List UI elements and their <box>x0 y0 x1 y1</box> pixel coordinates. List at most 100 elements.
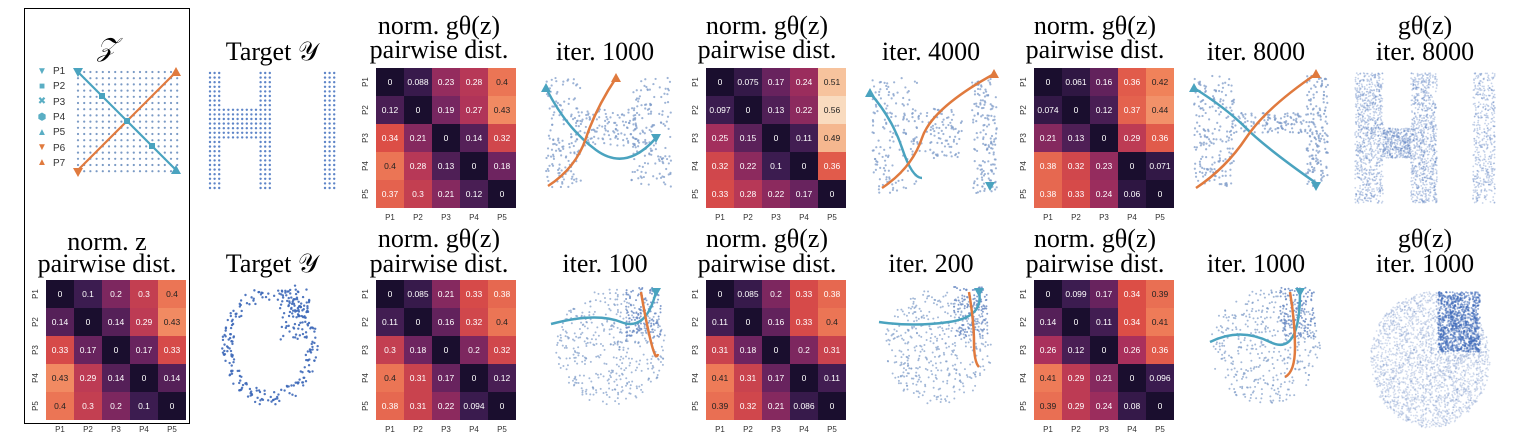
scatter-point <box>1402 146 1405 148</box>
scatter-point <box>101 120 104 123</box>
scatter-point <box>1370 192 1373 195</box>
scatter-point <box>277 393 280 396</box>
scatter-point <box>1208 144 1211 147</box>
scatter-point <box>1403 152 1405 155</box>
heatmap-value: 0.32 <box>712 161 729 171</box>
scatter-point <box>1424 73 1427 76</box>
scatter-point <box>1373 133 1376 135</box>
scatter-point <box>1359 187 1361 190</box>
scatter-point <box>1361 120 1363 123</box>
scatter-point <box>558 114 561 117</box>
scatter-point <box>232 382 235 385</box>
scatter-point <box>1241 113 1244 117</box>
scatter-point <box>1412 124 1415 126</box>
scatter-point <box>1319 159 1322 163</box>
scatter-point <box>1261 131 1264 134</box>
scatter-point <box>1374 76 1377 78</box>
marker-icon <box>99 93 105 99</box>
scatter-point <box>635 97 639 100</box>
scatter-point <box>1492 125 1495 127</box>
scatter-point <box>573 116 577 120</box>
scatter-point <box>1479 103 1482 106</box>
scatter-point <box>1403 146 1406 149</box>
scatter-point <box>1378 189 1381 192</box>
scatter-point <box>1365 93 1368 96</box>
scatter-point <box>1421 73 1423 76</box>
scatter-point <box>1473 72 1476 75</box>
scatter-point <box>888 139 891 142</box>
scatter-point <box>1399 155 1402 158</box>
scatter-point <box>1404 127 1407 130</box>
heatmap-cell <box>790 68 818 96</box>
scatter-point <box>120 108 123 111</box>
scatter-point <box>145 145 148 148</box>
scatter-point <box>1387 138 1389 140</box>
scatter-point <box>245 122 248 125</box>
scatter-point <box>328 177 331 180</box>
scatter-point <box>323 145 327 148</box>
scatter-point <box>1404 141 1407 143</box>
scatter-point <box>1379 189 1382 192</box>
scatter-point <box>554 149 558 152</box>
scatter-point <box>1394 138 1397 141</box>
scatter-point <box>1479 140 1481 143</box>
scatter-point <box>1407 156 1409 158</box>
scatter-point <box>1365 102 1367 104</box>
scatter-point <box>913 120 916 123</box>
scatter-point <box>1484 181 1487 184</box>
scatter-point <box>1367 136 1370 139</box>
scatter-point <box>1369 83 1371 86</box>
scatter-point <box>1403 129 1406 132</box>
scatter-point <box>1473 191 1476 194</box>
scatter-point <box>266 399 270 402</box>
scatter-point <box>313 341 316 345</box>
scatter-point <box>1412 158 1415 161</box>
heatmap-cell <box>460 152 488 180</box>
scatter-point <box>1365 148 1368 151</box>
scatter-point <box>1425 183 1428 186</box>
scatter-point <box>1475 185 1478 188</box>
scatter-point <box>1276 127 1279 130</box>
scatter-point <box>575 180 578 183</box>
scatter-point <box>89 139 92 142</box>
scatter-point <box>1410 141 1413 144</box>
scatter-point <box>163 163 166 167</box>
scatter-point <box>1410 135 1412 138</box>
scatter-point <box>611 111 614 115</box>
scatter-point <box>1379 183 1381 186</box>
scatter-point <box>1429 143 1431 146</box>
scatter-point <box>1426 116 1428 118</box>
scatter-point <box>213 90 216 93</box>
scatter-point <box>1214 109 1217 113</box>
scatter-point <box>1363 105 1366 108</box>
scatter-point <box>1373 117 1376 120</box>
scatter-point <box>1487 74 1490 77</box>
scatter-point <box>1414 120 1416 123</box>
scatter-point <box>1483 85 1485 88</box>
scatter-point <box>1386 129 1389 132</box>
scatter-point <box>1416 136 1419 139</box>
scatter-point <box>1425 160 1428 162</box>
scatter-point <box>176 108 179 111</box>
scatter-point <box>973 102 976 106</box>
scatter-point <box>268 81 271 84</box>
scatter-point <box>1357 109 1359 112</box>
scatter-point <box>1386 139 1389 142</box>
scatter-point <box>1491 77 1494 80</box>
scatter-point <box>1319 118 1322 121</box>
scatter-point <box>1370 77 1372 80</box>
scatter-point <box>1474 178 1477 180</box>
scatter-point <box>1484 108 1487 111</box>
scatter-point <box>268 177 271 180</box>
scatter-point <box>1376 161 1378 164</box>
scatter-point <box>1373 97 1376 99</box>
scatter-point <box>1268 113 1271 116</box>
scatter-point <box>872 85 876 88</box>
scatter-point <box>132 145 135 148</box>
scatter-point <box>1309 87 1313 90</box>
heatmap-value: 0 <box>774 133 779 143</box>
scatter-point <box>1413 135 1416 138</box>
scatter-point <box>1493 183 1496 186</box>
heatmap-cell <box>1062 68 1090 96</box>
scatter-point <box>1199 141 1202 144</box>
